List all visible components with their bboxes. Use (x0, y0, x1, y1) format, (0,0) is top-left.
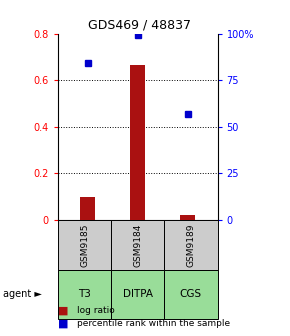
Text: GSM9189: GSM9189 (186, 223, 195, 266)
Text: GDS469 / 48837: GDS469 / 48837 (88, 18, 191, 32)
Bar (80, 197, 95, 220)
Text: percentile rank within the sample: percentile rank within the sample (77, 319, 230, 328)
Text: CGS: CGS (180, 289, 202, 299)
Text: ■: ■ (58, 318, 68, 328)
Text: T3: T3 (78, 289, 91, 299)
Text: GSM9185: GSM9185 (80, 223, 89, 266)
Text: ■: ■ (58, 306, 68, 316)
Text: GSM9184: GSM9184 (133, 223, 142, 266)
Bar (180, 215, 195, 220)
Text: agent ►: agent ► (3, 289, 42, 299)
Text: DITPA: DITPA (123, 289, 153, 299)
Text: log ratio: log ratio (77, 306, 115, 315)
Bar (130, 65, 145, 220)
